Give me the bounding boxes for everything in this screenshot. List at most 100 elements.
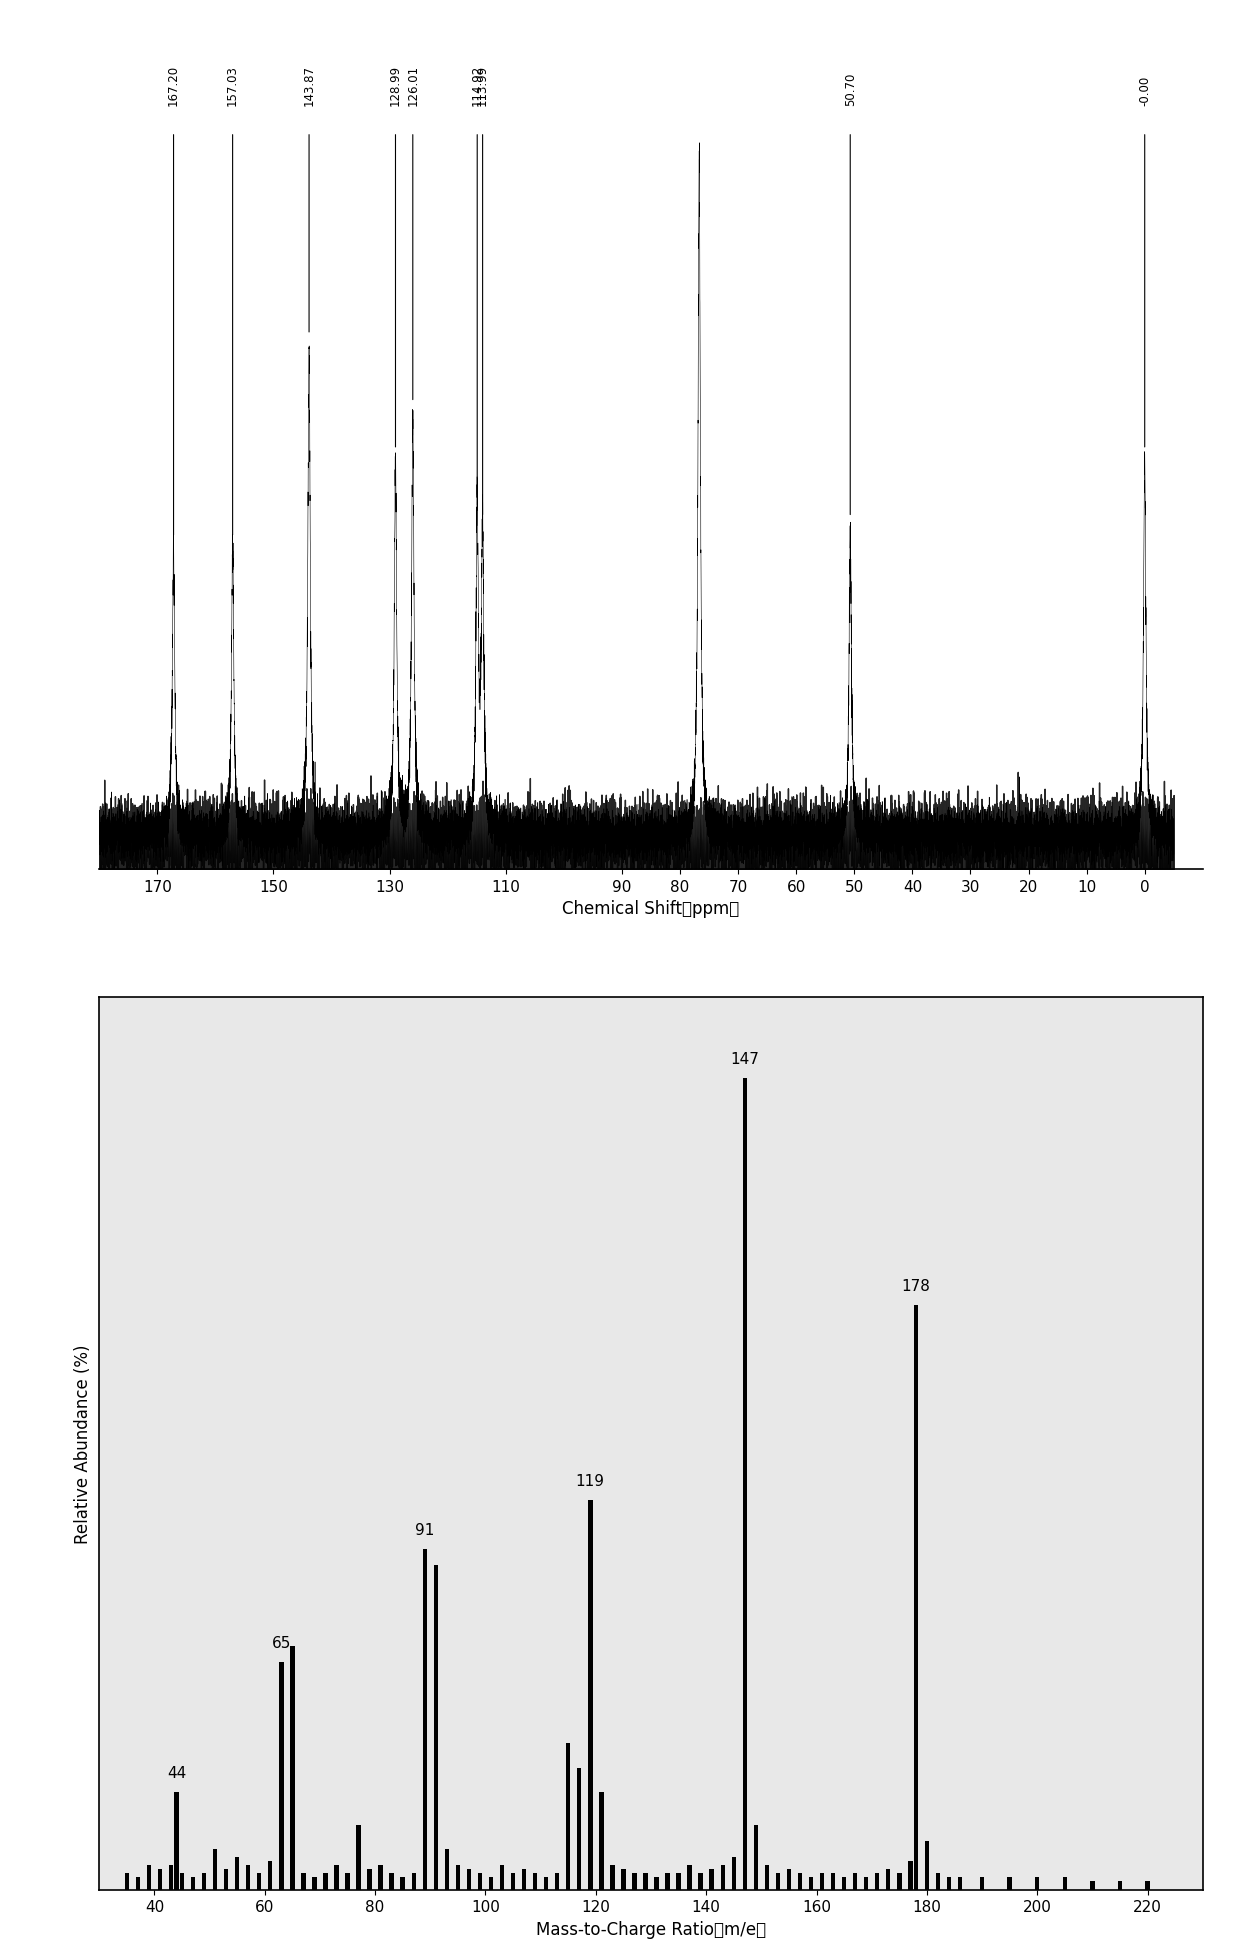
Bar bbox=[754, 1825, 758, 1890]
Bar bbox=[412, 1874, 415, 1890]
Bar bbox=[1117, 1882, 1122, 1890]
Bar bbox=[887, 1870, 890, 1890]
Bar bbox=[279, 1662, 284, 1890]
Text: 178: 178 bbox=[901, 1278, 930, 1293]
Bar bbox=[1090, 1882, 1095, 1890]
Bar bbox=[180, 1874, 185, 1890]
Text: Fig. 3: Fig. 3 bbox=[626, 1015, 676, 1034]
Text: 91: 91 bbox=[415, 1521, 434, 1537]
Bar bbox=[743, 1079, 746, 1890]
Bar bbox=[666, 1874, 670, 1890]
Bar bbox=[500, 1866, 505, 1890]
Bar bbox=[947, 1878, 951, 1890]
Bar bbox=[687, 1866, 692, 1890]
Bar bbox=[202, 1874, 206, 1890]
Bar bbox=[797, 1874, 802, 1890]
Bar bbox=[401, 1878, 405, 1890]
Bar bbox=[842, 1878, 847, 1890]
Bar bbox=[853, 1874, 857, 1890]
Text: 126.01: 126.01 bbox=[407, 64, 419, 105]
Bar bbox=[925, 1841, 929, 1890]
X-axis label: Chemical Shift（ppm）: Chemical Shift（ppm） bbox=[563, 900, 739, 918]
Bar bbox=[914, 1305, 918, 1890]
Bar bbox=[820, 1874, 825, 1890]
Bar bbox=[445, 1849, 449, 1890]
Bar bbox=[599, 1792, 604, 1890]
Text: -0.00: -0.00 bbox=[1138, 76, 1151, 105]
Bar bbox=[897, 1874, 901, 1890]
Bar bbox=[489, 1878, 494, 1890]
Text: 113.99: 113.99 bbox=[476, 64, 489, 105]
Bar bbox=[655, 1878, 658, 1890]
Text: 119: 119 bbox=[575, 1473, 605, 1488]
Bar bbox=[936, 1874, 940, 1890]
Bar bbox=[135, 1878, 140, 1890]
Bar bbox=[124, 1874, 129, 1890]
Bar bbox=[146, 1866, 151, 1890]
Bar bbox=[676, 1874, 681, 1890]
Bar bbox=[577, 1769, 582, 1890]
Bar bbox=[157, 1870, 162, 1890]
Bar bbox=[268, 1860, 273, 1890]
Bar bbox=[831, 1874, 836, 1890]
Bar bbox=[698, 1874, 703, 1890]
Bar bbox=[980, 1878, 985, 1890]
Bar bbox=[1035, 1878, 1039, 1890]
Bar bbox=[1146, 1882, 1149, 1890]
Bar bbox=[1007, 1878, 1012, 1890]
Bar bbox=[191, 1878, 195, 1890]
Bar bbox=[312, 1878, 316, 1890]
Text: 114.92: 114.92 bbox=[471, 64, 484, 105]
Bar bbox=[324, 1874, 327, 1890]
Bar bbox=[434, 1564, 438, 1890]
Bar bbox=[533, 1874, 537, 1890]
Bar bbox=[290, 1646, 295, 1890]
Bar bbox=[511, 1874, 516, 1890]
Bar bbox=[345, 1874, 350, 1890]
Bar bbox=[234, 1856, 239, 1890]
Bar bbox=[224, 1870, 228, 1890]
Bar bbox=[335, 1866, 339, 1890]
Bar bbox=[776, 1874, 780, 1890]
Bar bbox=[644, 1874, 647, 1890]
Bar bbox=[556, 1874, 559, 1890]
Text: 44: 44 bbox=[167, 1765, 186, 1780]
Bar bbox=[367, 1870, 372, 1890]
Bar bbox=[378, 1866, 383, 1890]
Bar bbox=[301, 1874, 305, 1890]
Bar bbox=[389, 1874, 394, 1890]
Bar bbox=[246, 1866, 250, 1890]
Text: 65: 65 bbox=[272, 1634, 291, 1650]
Bar bbox=[621, 1870, 626, 1890]
Bar bbox=[1063, 1878, 1068, 1890]
Bar bbox=[732, 1856, 737, 1890]
Text: 167.20: 167.20 bbox=[167, 64, 180, 105]
Bar bbox=[765, 1866, 769, 1890]
Bar bbox=[544, 1878, 548, 1890]
Bar bbox=[720, 1866, 725, 1890]
Y-axis label: Relative Abundance (%): Relative Abundance (%) bbox=[74, 1344, 92, 1543]
Bar bbox=[455, 1866, 460, 1890]
Bar bbox=[786, 1870, 791, 1890]
Bar bbox=[466, 1870, 471, 1890]
Bar bbox=[957, 1878, 962, 1890]
Bar bbox=[175, 1792, 179, 1890]
Bar bbox=[522, 1870, 526, 1890]
Bar bbox=[709, 1870, 714, 1890]
Bar bbox=[864, 1878, 868, 1890]
Bar bbox=[213, 1849, 217, 1890]
Bar bbox=[908, 1860, 913, 1890]
Bar bbox=[169, 1866, 174, 1890]
Bar bbox=[356, 1825, 361, 1890]
Bar bbox=[423, 1549, 427, 1890]
Bar bbox=[875, 1874, 879, 1890]
Bar bbox=[565, 1743, 570, 1890]
Bar bbox=[610, 1866, 615, 1890]
Bar bbox=[588, 1500, 593, 1890]
Text: 157.03: 157.03 bbox=[226, 64, 239, 105]
Text: 50.70: 50.70 bbox=[843, 72, 857, 105]
Bar bbox=[808, 1878, 813, 1890]
Text: 147: 147 bbox=[730, 1052, 759, 1066]
Bar bbox=[257, 1874, 262, 1890]
Bar bbox=[477, 1874, 482, 1890]
